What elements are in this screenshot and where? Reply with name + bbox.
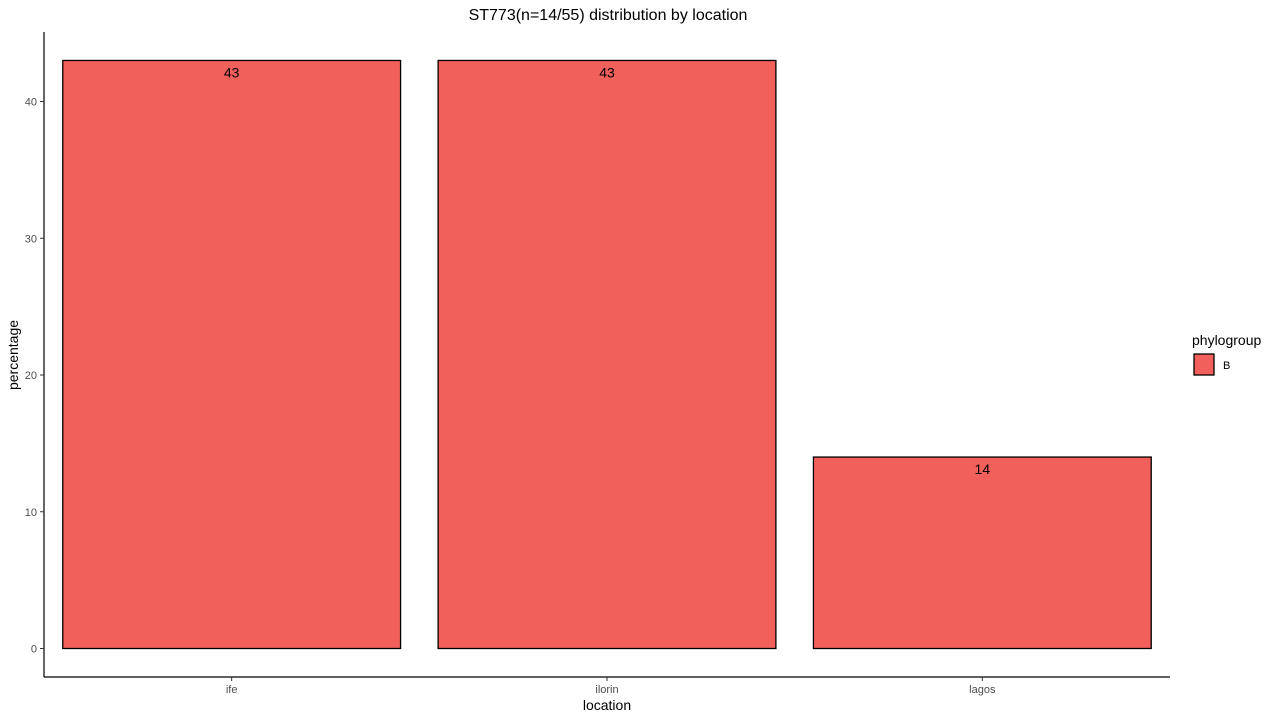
y-axis-title: percentage bbox=[5, 320, 21, 390]
bar-ilorin bbox=[437, 59, 777, 650]
y-tick-label: 40 bbox=[25, 97, 37, 109]
legend-label-B: B bbox=[1223, 360, 1230, 372]
y-tick-label: 30 bbox=[25, 233, 37, 245]
x-tick-label-ilorin: ilorin bbox=[595, 684, 618, 696]
chart-title: ST773(n=14/55) distribution by location bbox=[469, 7, 748, 24]
legend-entries: B bbox=[1193, 353, 1230, 376]
y-tick-label: 20 bbox=[25, 370, 37, 382]
data-label-ilorin: 43 bbox=[599, 64, 615, 80]
y-tick-label: 0 bbox=[31, 644, 37, 656]
x-tick-label-lagos: lagos bbox=[969, 684, 996, 696]
legend: phylogroup B bbox=[1192, 332, 1261, 376]
data-label-lagos: 14 bbox=[975, 461, 991, 477]
x-tick-label-ife: ife bbox=[226, 684, 238, 696]
legend-title: phylogroup bbox=[1192, 332, 1261, 348]
y-tick-label: 10 bbox=[25, 507, 37, 519]
legend-swatch-B bbox=[1193, 353, 1215, 376]
bar-ife bbox=[62, 59, 402, 650]
bar-lagos bbox=[812, 456, 1152, 650]
data-label-ife: 43 bbox=[224, 64, 240, 80]
x-axis-title: location bbox=[583, 697, 631, 713]
plot-area: 0 10 20 30 40 43 ife 43 ilorin 14 lagos bbox=[25, 32, 1170, 696]
